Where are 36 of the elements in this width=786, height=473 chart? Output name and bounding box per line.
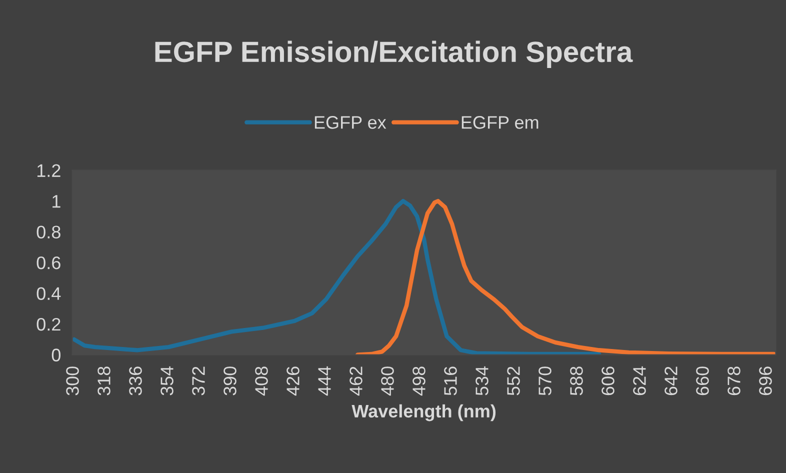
x-tick-label: 426 — [286, 366, 300, 396]
y-tick-label: 0.4 — [36, 287, 61, 300]
x-tick-label: 624 — [633, 366, 646, 396]
x-tick-label: 318 — [98, 366, 110, 396]
line-series — [72, 198, 602, 355]
legend-label: EGFP em — [462, 116, 538, 129]
y-tick-label: 0.6 — [36, 256, 60, 270]
x-tick-label: 336 — [129, 366, 142, 396]
x-tick-label: 696 — [759, 366, 772, 396]
y-tick-label: 1 — [52, 195, 60, 208]
x-tick-label: 588 — [570, 366, 583, 396]
y-tick-label: 1.2 — [37, 164, 60, 177]
x-tick-label: 570 — [538, 366, 552, 396]
line-series — [355, 198, 776, 355]
y-tick-label: 0.2 — [36, 318, 60, 331]
x-tick-label: 678 — [728, 366, 740, 396]
x-tick-label: 552 — [507, 366, 520, 396]
x-tick-label: 354 — [160, 366, 174, 396]
x-tick-label: 408 — [255, 366, 268, 396]
x-tick-label: 300 — [66, 366, 79, 396]
x-tick-label: 642 — [664, 366, 678, 396]
x-tick-label: 660 — [696, 366, 709, 396]
chart-title: EGFP Emission/Excitation Spectra — [155, 40, 633, 68]
x-tick-label: 444 — [318, 366, 331, 396]
y-tick-label: 0 — [52, 348, 60, 362]
x-tick-label: 480 — [381, 366, 394, 396]
x-tick-label: 462 — [350, 366, 362, 396]
x-tick-label: 606 — [602, 366, 614, 396]
x-tick-label: 534 — [476, 366, 488, 396]
legend-label: EGFP ex — [314, 116, 386, 129]
y-tick-label: 0.8 — [36, 226, 60, 238]
x-tick-label: 372 — [192, 366, 205, 396]
x-tick-label: 516 — [444, 366, 457, 396]
x-tick-label: 498 — [412, 366, 426, 396]
x-axis-title: Wavelength (nm) — [352, 404, 496, 422]
x-tick-label: 390 — [224, 366, 236, 396]
